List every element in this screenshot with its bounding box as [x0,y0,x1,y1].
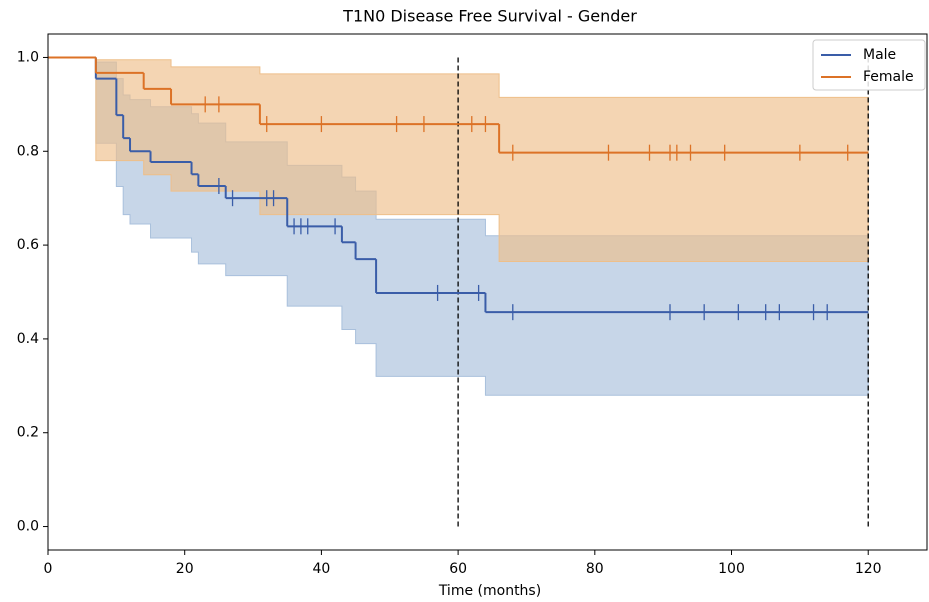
x-axis-label: Time (months) [438,583,541,599]
x-tick-label: 40 [312,561,330,577]
y-tick-label: 1.0 [17,49,39,65]
plot-frame [47,33,928,551]
legend-label: Female [863,69,914,85]
legend-label: Male [863,47,896,63]
x-tick-label: 20 [176,561,194,577]
x-tick-label: 120 [855,561,882,577]
x-tick-label: 100 [718,561,745,577]
y-tick-label: 0.4 [17,331,39,347]
y-tick-label: 0.6 [17,237,39,253]
y-tick-label: 0.8 [17,143,39,159]
x-tick-label: 0 [44,561,53,577]
x-tick-label: 80 [586,561,604,577]
chart-title: T1N0 Disease Free Survival - Gender [342,7,637,26]
y-tick-label: 0.0 [17,519,39,535]
x-tick-label: 60 [449,561,467,577]
y-tick-label: 0.2 [17,425,39,441]
